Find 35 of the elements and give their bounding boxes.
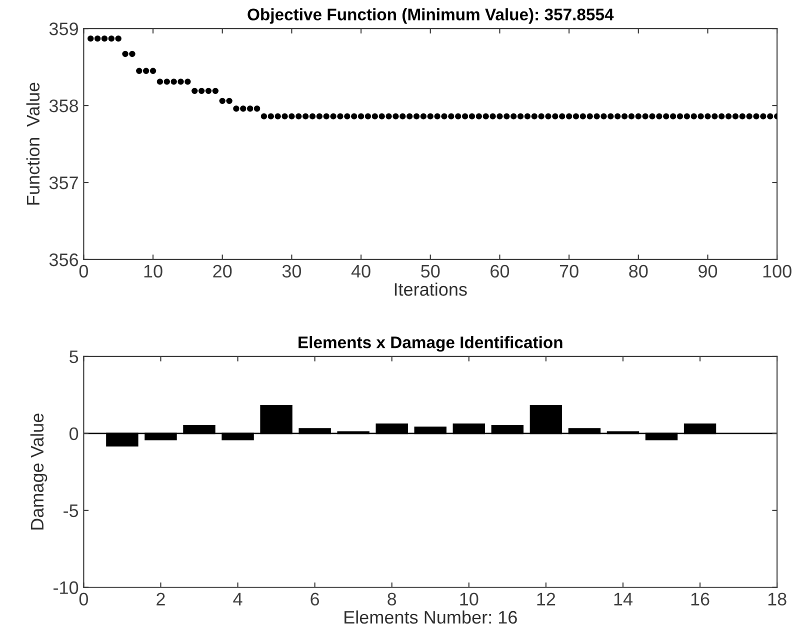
x-axis-title: Elements Number: 16: [344, 610, 517, 624]
x-tick-label: 60: [490, 264, 510, 278]
x-tick-label: 8: [388, 592, 396, 606]
y-axis-title: Function Value: [26, 82, 40, 205]
x-tick-label: 10: [144, 264, 162, 278]
y-tick-label: 357: [49, 176, 78, 190]
x-tick-label: 12: [537, 592, 556, 606]
chart-title: Objective Function (Minimum Value): 357.8554: [248, 8, 614, 24]
x-tick-label: 40: [351, 264, 370, 278]
chart-title: Elements x Damage Identification: [298, 336, 562, 352]
y-tick-label: 359: [49, 22, 78, 36]
x-tick-label: 90: [698, 264, 718, 278]
x-tick-label: 70: [560, 264, 578, 278]
x-tick-label: 80: [629, 264, 648, 278]
y-tick-label: -10: [54, 581, 78, 594]
x-tick-label: 30: [282, 264, 302, 278]
x-tick-label: 18: [768, 592, 786, 606]
x-tick-label: 20: [213, 264, 232, 278]
x-tick-label: 0: [79, 264, 88, 278]
x-tick-label: 14: [614, 592, 632, 606]
x-axis-title: Iterations: [394, 282, 467, 296]
y-tick-label: -5: [64, 504, 78, 518]
y-tick-label: 358: [49, 99, 78, 112]
y-tick-label: 5: [70, 350, 78, 364]
x-tick-label: 4: [233, 592, 242, 606]
x-tick-label: 10: [460, 592, 478, 606]
x-tick-label: 50: [421, 264, 440, 278]
x-tick-label: 6: [310, 592, 320, 606]
x-tick-label: 0: [79, 592, 88, 606]
x-tick-label: 16: [691, 592, 710, 606]
x-tick-label: 100: [763, 264, 792, 278]
y-tick-label: 0: [69, 427, 78, 440]
y-tick-label: 356: [49, 253, 78, 266]
y-axis-title: Damage Value: [30, 414, 48, 530]
x-tick-label: 2: [156, 592, 165, 606]
